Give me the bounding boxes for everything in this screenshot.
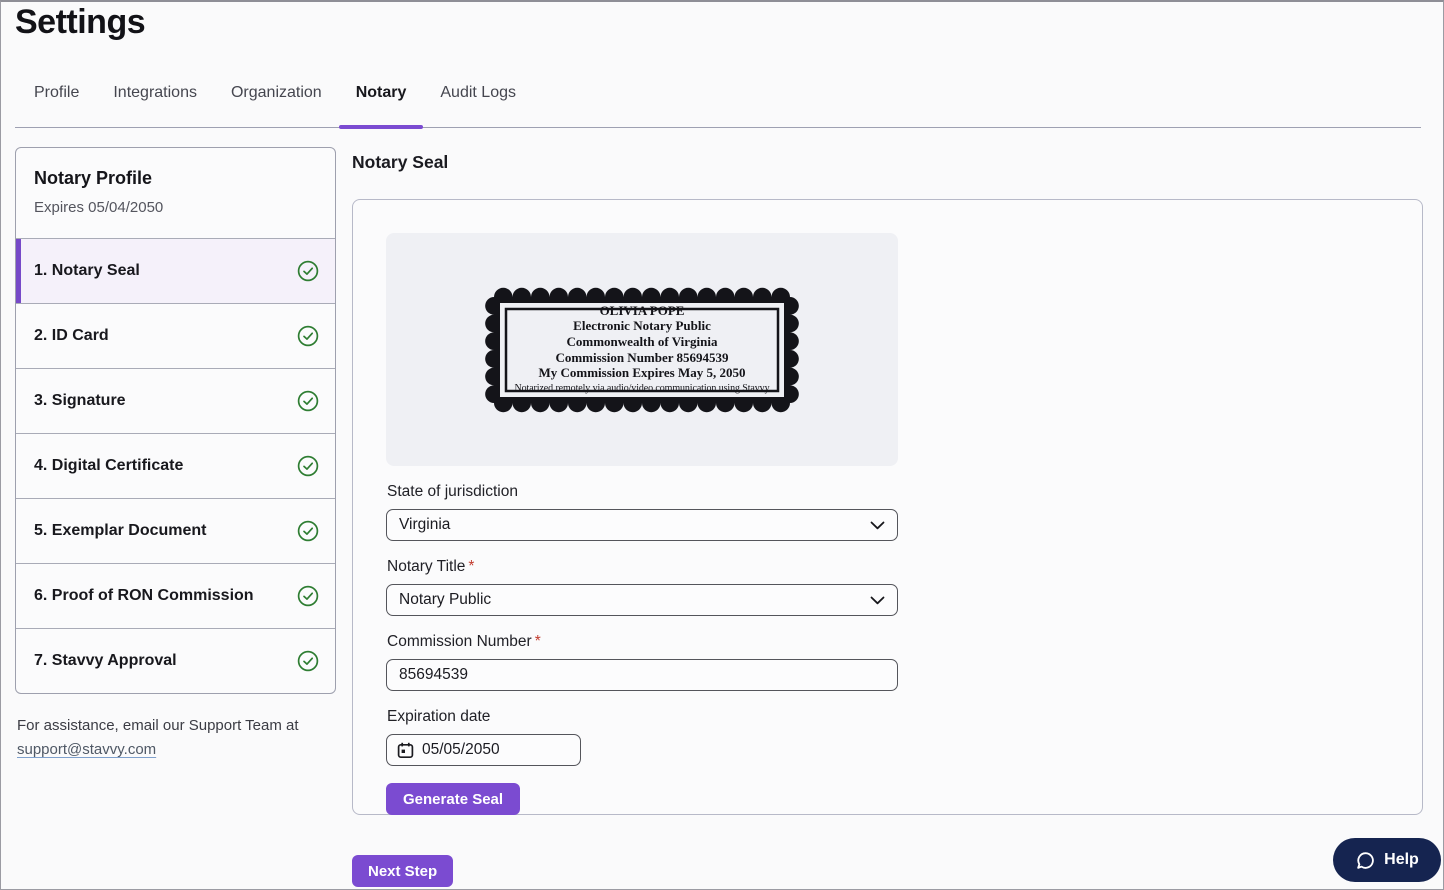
seal-text: OLIVIA POPE Electronic Notary Public Com… [508, 303, 776, 397]
state-select[interactable]: Virginia [386, 509, 898, 541]
tab-notary-label: Notary [355, 84, 407, 101]
check-circle-icon [297, 455, 319, 477]
expiration-date-label: Expiration date [387, 708, 491, 725]
check-circle-icon [297, 325, 319, 347]
active-tab-indicator [338, 125, 424, 129]
tab-notary[interactable]: Notary [338, 74, 424, 129]
support-email-link[interactable]: support@stavvy.com [17, 741, 157, 758]
seal-line-commission: Commission Number 85694539 [555, 349, 729, 365]
step-notary-seal[interactable]: 1. Notary Seal [16, 238, 335, 303]
step-signature[interactable]: 3. Signature [16, 368, 335, 433]
expiration-date-input[interactable]: 05/05/2050 [386, 734, 581, 766]
calendar-icon [397, 742, 414, 759]
next-step-button[interactable]: Next Step [352, 855, 454, 887]
check-circle-icon [297, 260, 319, 282]
support-note: For assistance, email our Support Team a… [17, 714, 327, 762]
seal-line-expires: My Commission Expires May 5, 2050 [538, 365, 746, 381]
notary-seal-image: OLIVIA POPE Electronic Notary Public Com… [484, 287, 800, 413]
generate-seal-button[interactable]: Generate Seal [386, 783, 521, 815]
notary-title-select-value: Notary Public [399, 591, 492, 608]
help-button[interactable]: Help [1333, 838, 1441, 882]
step-proof-of-ron-commission[interactable]: 6. Proof of RON Commission [16, 563, 335, 628]
check-circle-icon [297, 585, 319, 607]
check-circle-icon [297, 520, 319, 542]
panel-header: Notary Profile Expires 05/04/2050 [16, 148, 335, 238]
seal-line-disclaimer: Notarized remotely via audio/video commu… [514, 382, 770, 394]
chevron-down-icon [870, 596, 885, 605]
seal-form: State of jurisdiction Virginia Notary Ti… [386, 466, 898, 815]
notary-title-label: Notary Title * [387, 558, 475, 575]
chevron-down-icon [870, 521, 885, 530]
commission-number-input[interactable]: 85694539 [386, 659, 898, 691]
section-title: Notary Seal [352, 152, 449, 172]
notary-title-select[interactable]: Notary Public [386, 584, 898, 616]
help-button-label: Help [1384, 851, 1419, 868]
commission-number-label: Commission Number * [387, 633, 541, 650]
page-title: Settings [15, 3, 146, 41]
tab-audit-logs[interactable]: Audit Logs [440, 84, 516, 101]
state-label: State of jurisdiction [387, 483, 518, 500]
seal-line-name: OLIVIA POPE [599, 302, 685, 318]
expiration-date-value: 05/05/2050 [422, 741, 500, 758]
commission-number-value: 85694539 [399, 666, 468, 683]
seal-line-title: Electronic Notary Public [573, 318, 711, 334]
notary-seal-card: OLIVIA POPE Electronic Notary Public Com… [352, 199, 1423, 815]
step-digital-certificate[interactable]: 4. Digital Certificate [16, 433, 335, 498]
seal-border-svg [485, 287, 799, 412]
notary-steps-panel: Notary Profile Expires 05/04/2050 1. Not… [15, 147, 336, 694]
panel-title: Notary Profile [34, 168, 153, 188]
required-asterisk: * [534, 633, 541, 650]
seal-preview: OLIVIA POPE Electronic Notary Public Com… [386, 233, 898, 466]
tab-profile[interactable]: Profile [34, 84, 80, 101]
chat-bubble-icon [1355, 850, 1376, 871]
check-circle-icon [297, 390, 319, 412]
tab-integrations[interactable]: Integrations [113, 84, 197, 101]
seal-line-state: Commonwealth of Virginia [566, 333, 718, 349]
check-circle-icon [297, 650, 319, 672]
support-note-text: For assistance, email our Support Team a… [17, 717, 299, 734]
panel-expiration: Expires 05/04/2050 [34, 199, 164, 216]
step-exemplar-document[interactable]: 5. Exemplar Document [16, 498, 335, 563]
required-asterisk: * [468, 558, 475, 575]
state-select-value: Virginia [399, 516, 451, 533]
tab-organization[interactable]: Organization [230, 84, 322, 101]
tab-bar: Profile Integrations Organization Notary… [15, 74, 1421, 129]
step-stavvy-approval[interactable]: 7. Stavvy Approval [16, 628, 335, 693]
step-id-card[interactable]: 2. ID Card [16, 303, 335, 368]
